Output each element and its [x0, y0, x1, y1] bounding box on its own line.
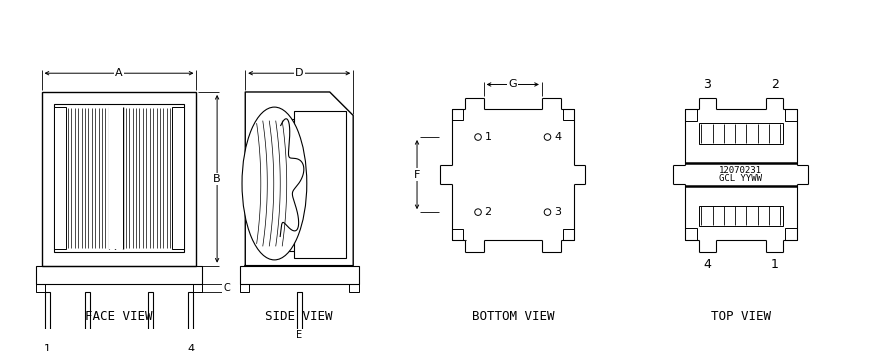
Text: GCL YYWW: GCL YYWW — [719, 174, 762, 183]
Text: 1: 1 — [771, 258, 779, 271]
Bar — [563, 109, 573, 120]
Text: E: E — [297, 330, 302, 340]
Bar — [41, 92, 196, 266]
Text: G: G — [508, 79, 517, 90]
Text: C: C — [223, 283, 230, 293]
Bar — [148, 292, 153, 339]
Text: 2: 2 — [485, 207, 492, 217]
Text: 2: 2 — [771, 78, 779, 91]
Text: TOP VIEW: TOP VIEW — [711, 310, 771, 323]
Text: D: D — [295, 68, 304, 78]
Text: A: A — [116, 68, 123, 78]
Bar — [785, 228, 797, 240]
Bar — [785, 109, 797, 121]
Bar — [36, 284, 46, 292]
Bar — [699, 206, 783, 226]
Text: FACE VIEW: FACE VIEW — [85, 310, 153, 323]
Bar — [349, 284, 358, 292]
Bar — [239, 284, 249, 292]
Circle shape — [475, 134, 481, 140]
Bar — [109, 107, 115, 249]
Text: B: B — [213, 174, 221, 184]
Bar — [54, 107, 66, 249]
Text: 1: 1 — [44, 344, 51, 351]
Ellipse shape — [242, 107, 306, 260]
Bar — [172, 107, 185, 249]
Bar — [297, 292, 302, 339]
Bar — [36, 266, 202, 284]
Bar — [54, 104, 185, 252]
Bar — [85, 292, 90, 339]
Text: 12070231: 12070231 — [719, 166, 762, 176]
Bar — [294, 111, 346, 258]
Text: SIDE VIEW: SIDE VIEW — [265, 310, 333, 323]
Bar — [699, 123, 783, 144]
Bar — [45, 292, 49, 339]
Text: F: F — [414, 170, 420, 180]
Bar — [563, 229, 573, 240]
Bar — [452, 229, 463, 240]
Text: 4: 4 — [187, 344, 194, 351]
Bar — [193, 284, 202, 292]
Text: 4: 4 — [703, 258, 711, 271]
Text: 1: 1 — [485, 132, 492, 142]
Text: 3: 3 — [554, 207, 561, 217]
Bar — [685, 228, 697, 240]
Text: BOTTOM VIEW: BOTTOM VIEW — [471, 310, 554, 323]
Bar — [116, 107, 123, 249]
Circle shape — [544, 209, 551, 216]
Text: 4: 4 — [554, 132, 561, 142]
Bar — [239, 266, 358, 284]
Bar — [452, 109, 463, 120]
Circle shape — [544, 134, 551, 140]
Circle shape — [475, 209, 481, 216]
Text: 3: 3 — [703, 78, 711, 91]
Bar — [188, 292, 194, 339]
Bar — [685, 109, 697, 121]
